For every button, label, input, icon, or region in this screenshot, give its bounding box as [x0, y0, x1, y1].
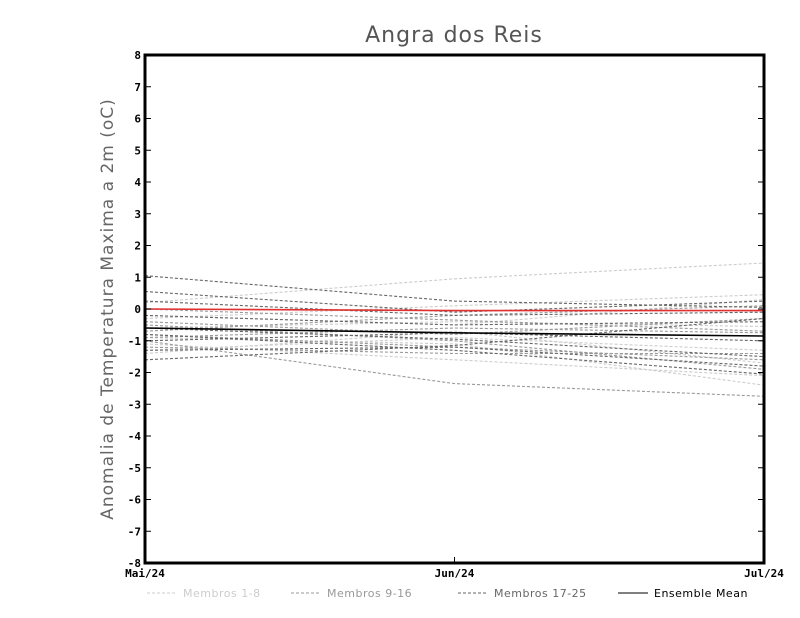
y-tick-label: 8 [134, 49, 141, 62]
member-line-3 [144, 337, 765, 386]
member-line-8 [144, 337, 765, 351]
member-line-25 [144, 300, 765, 316]
y-tick-label: 1 [134, 271, 141, 284]
y-tick-label: -7 [128, 525, 141, 538]
legend-label: Membros 17-25 [494, 587, 587, 600]
y-tick-label: -8 [128, 557, 141, 570]
member-line-19 [144, 317, 765, 361]
member-line-12 [144, 305, 765, 332]
legend-label: Membros 1-8 [183, 587, 261, 600]
observed-line [144, 308, 764, 312]
member-line-2 [144, 294, 765, 320]
member-line-23 [144, 327, 765, 358]
legend: Membros 1-8 Membros 9-16 Membros 17-25 Ense… [147, 587, 748, 600]
y-tick-label: 6 [134, 113, 141, 126]
y-axis-label: Anomalia de Temperatura Maxima a 2m (oC) [98, 98, 118, 520]
y-tick-label: -6 [128, 494, 142, 507]
member-line-1 [144, 262, 765, 304]
member-line-16 [144, 327, 765, 339]
member-line-21 [144, 314, 765, 326]
y-tick-label: 3 [134, 208, 141, 221]
member-line-18 [144, 290, 765, 313]
member-line-20 [144, 333, 765, 375]
x-tick-label: Jul/24 [744, 567, 784, 580]
y-tick-label: -5 [128, 462, 141, 475]
legend-label: Ensemble Mean [654, 587, 748, 600]
member-line-22 [144, 346, 765, 367]
member-line-7 [144, 298, 765, 326]
y-tick-label: 2 [134, 240, 141, 253]
member-line-6 [144, 330, 765, 364]
observed-layer [144, 308, 764, 312]
ensemble-mean-line [144, 327, 765, 337]
member-line-9 [144, 333, 765, 361]
member-line-14 [144, 346, 764, 355]
member-line-11 [144, 317, 765, 335]
member-line-24 [144, 332, 765, 342]
x-ticks: Mai/24 Jun/24 Jul/24 [125, 557, 784, 580]
y-tick-label: -3 [128, 398, 141, 411]
y-tick-label: 7 [134, 81, 141, 94]
series-layer [144, 262, 765, 397]
x-tick-label: Jun/24 [435, 567, 475, 580]
x-tick-label: Mai/24 [125, 567, 165, 580]
y-tick-label: -1 [128, 335, 142, 348]
y-tick-label: 5 [134, 144, 141, 157]
y-ticks: 8 7 6 5 4 3 2 1 0 -1 -2 -3 -4 -5 -6 -7 -8 [128, 49, 764, 570]
member-line-17 [144, 275, 765, 308]
member-line-4 [144, 343, 765, 377]
y-tick-label: 0 [134, 303, 141, 316]
member-line-5 [144, 321, 765, 329]
legend-label: Membros 9-16 [327, 587, 412, 600]
y-tick-label: -2 [128, 367, 141, 380]
chart-title: Angra dos Reis [365, 23, 543, 48]
y-tick-label: -4 [128, 430, 142, 443]
y-tick-label: 4 [134, 176, 141, 189]
member-line-10 [144, 340, 765, 397]
